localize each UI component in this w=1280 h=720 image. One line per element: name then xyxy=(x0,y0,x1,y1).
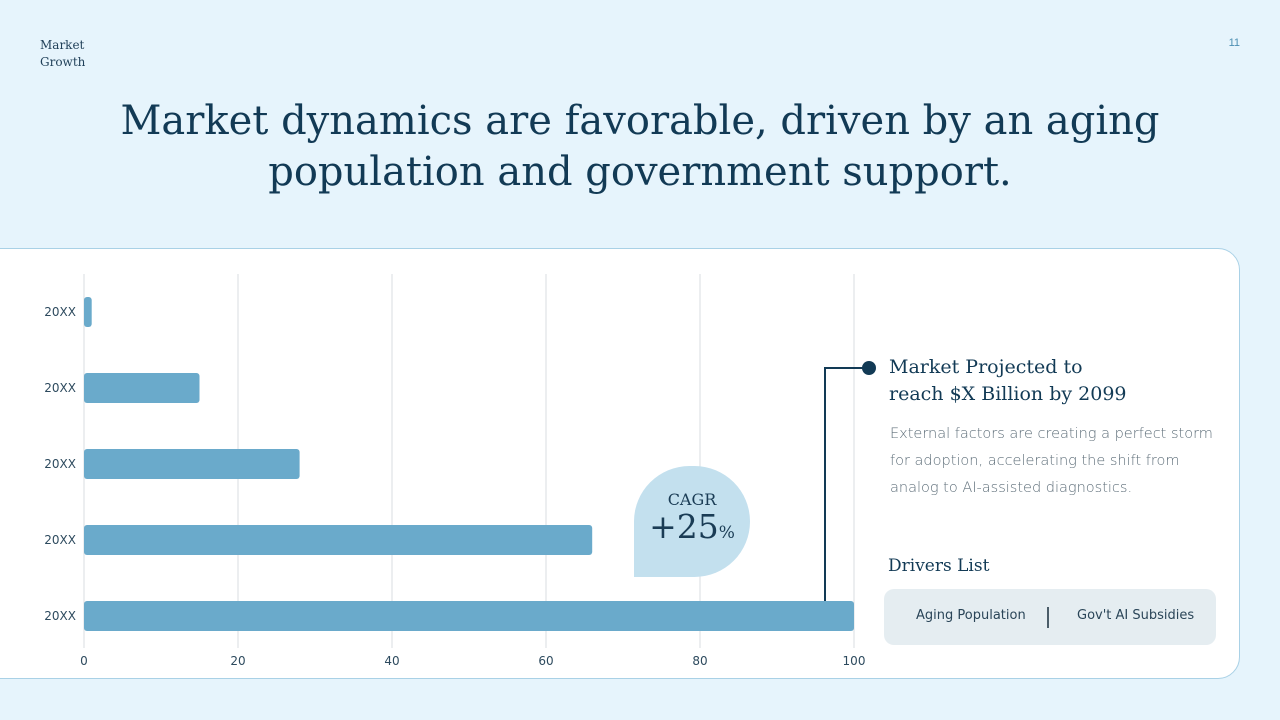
bar-layer xyxy=(84,297,854,631)
page-title-line: Market dynamics are favorable, driven by… xyxy=(120,98,1160,144)
y-category-label: 20XX xyxy=(44,305,76,319)
section-label-line: Growth xyxy=(40,55,86,69)
cagr-label: CAGR xyxy=(667,490,717,509)
projection-description-line: analog to AI-assisted diagnostics. xyxy=(890,480,1133,496)
section-label-line: Market xyxy=(40,38,85,52)
page-title-line: population and government support. xyxy=(268,149,1012,195)
y-category-label: 20XX xyxy=(44,609,76,623)
x-tick-label: 100 xyxy=(843,654,866,668)
page-title: Market dynamics are favorable, driven by… xyxy=(90,96,1190,198)
bar xyxy=(84,601,854,631)
projection-description-line: for adoption, accelerating the shift fro… xyxy=(890,453,1180,469)
projection-title-line: reach $X Billion by 2099 xyxy=(889,383,1127,405)
bar xyxy=(84,525,593,555)
bar xyxy=(84,449,300,479)
y-category-label: 20XX xyxy=(44,457,76,471)
drivers-heading: Drivers List xyxy=(888,556,990,576)
projection-title: Market Projected to reach $X Billion by … xyxy=(889,354,1219,408)
y-category-label: 20XX xyxy=(44,381,76,395)
x-tick-label: 40 xyxy=(384,654,399,668)
callout-line xyxy=(824,367,869,601)
label-layer: 0 20 40 60 80 100 20XX 20XX 20XX 20XX 20XX xyxy=(44,305,865,668)
driver-item: Aging Population xyxy=(916,608,1026,623)
drivers-list: Aging Population Gov't AI Subsidies xyxy=(884,589,1216,645)
bar xyxy=(84,297,92,327)
x-tick-label: 20 xyxy=(230,654,245,668)
cagr-value: +25% xyxy=(634,509,750,551)
bar xyxy=(84,373,200,403)
projection-title-line: Market Projected to xyxy=(889,356,1083,378)
page-number: 11 xyxy=(1228,37,1240,49)
driver-item: Gov't AI Subsidies xyxy=(1077,608,1195,623)
cagr-number: +25 xyxy=(649,507,719,546)
x-tick-label: 60 xyxy=(538,654,553,668)
projection-description-line: External factors are creating a perfect … xyxy=(890,426,1213,442)
driver-separator xyxy=(1047,607,1049,628)
y-category-label: 20XX xyxy=(44,533,76,547)
cagr-unit: % xyxy=(718,523,735,543)
grid-layer xyxy=(83,274,855,648)
projection-description: External factors are creating a perfect … xyxy=(890,421,1220,502)
section-label: Market Growth xyxy=(40,37,85,71)
callout-dot xyxy=(862,361,876,375)
cagr-badge: CAGR +25% xyxy=(634,466,750,577)
x-tick-label: 0 xyxy=(80,654,88,668)
x-tick-label: 80 xyxy=(692,654,707,668)
